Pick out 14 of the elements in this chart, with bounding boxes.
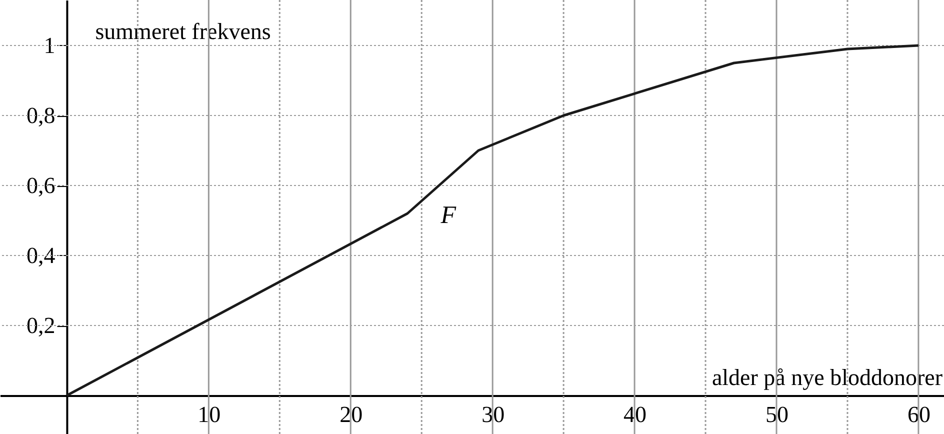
y-tick-label: 0,8 (26, 103, 56, 128)
y-tick-label: 0,4 (26, 243, 56, 268)
x-tick-label: 50 (765, 402, 788, 427)
x-tick-label: 20 (340, 402, 363, 427)
y-axis-title: summeret frekvens (95, 19, 271, 44)
x-tick-label: 30 (482, 402, 505, 427)
y-tick-label: 0,6 (26, 173, 56, 198)
y-tick-label: 0,2 (26, 313, 56, 338)
x-axis-title: alder på nye bloddonorer (712, 365, 943, 390)
annotation: F (440, 202, 457, 229)
x-tick-label: 40 (624, 402, 647, 427)
x-tick-label: 60 (907, 402, 930, 427)
x-tick-label: 10 (198, 402, 221, 427)
y-tick-label: 1 (44, 33, 56, 58)
